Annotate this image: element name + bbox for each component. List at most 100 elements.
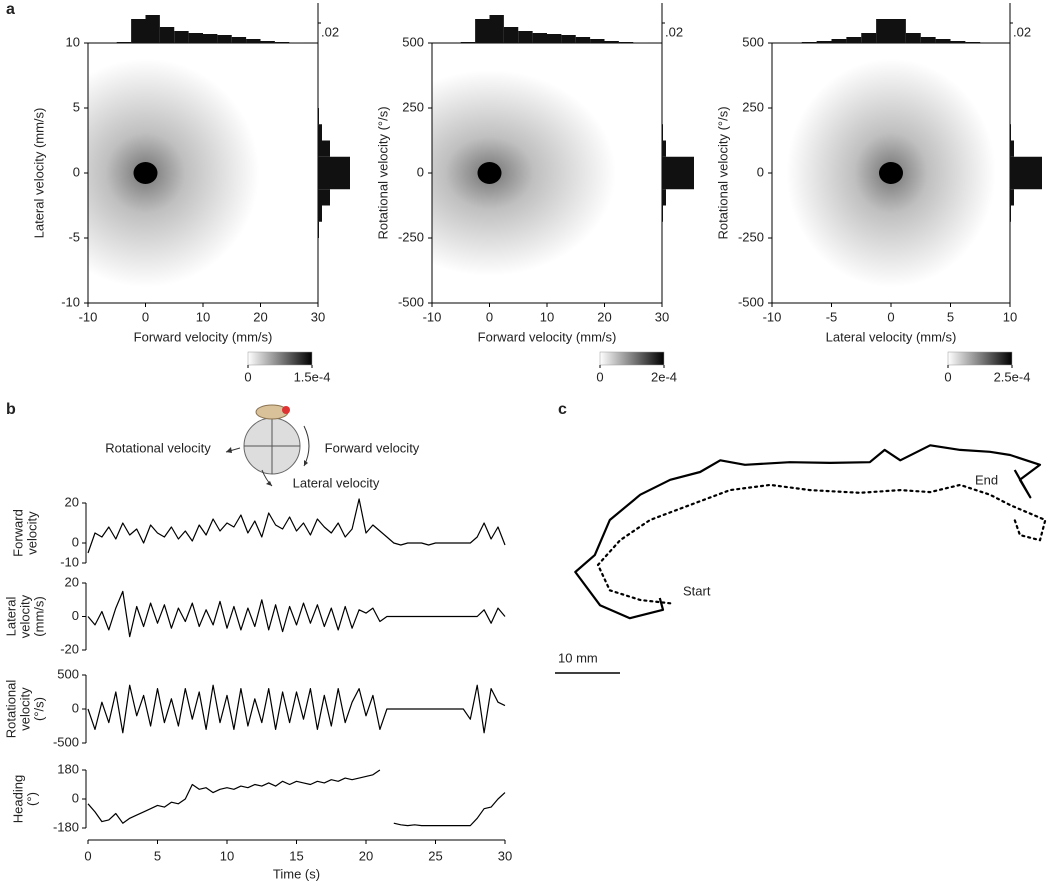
y-tick-label: 0 <box>417 164 424 179</box>
marginal-bar <box>318 221 319 238</box>
marginal-bar <box>217 35 232 43</box>
marginal-bar <box>116 42 132 43</box>
marginal-bar <box>1010 156 1042 173</box>
x-tick-label: -5 <box>826 309 838 324</box>
x-tick-label: 10 <box>540 309 554 324</box>
colorbar-tick-label: 0 <box>596 369 603 384</box>
panel-label: b <box>6 401 16 418</box>
marginal-bar <box>318 173 350 190</box>
series-line <box>87 498 506 554</box>
marginal-bar <box>905 33 921 43</box>
y-tick-label: -5 <box>68 229 80 244</box>
y-axis-label: velocity <box>24 511 39 555</box>
marginal-bar <box>318 108 319 125</box>
x-tick-label: 0 <box>84 848 91 863</box>
y-tick-label: 0 <box>72 700 79 715</box>
x-tick-label: -10 <box>423 309 442 324</box>
hist-scale-label: .02 <box>665 24 683 39</box>
marginal-bar <box>604 41 619 43</box>
x-tick-label: 0 <box>486 309 493 324</box>
annotation: Start <box>683 583 711 598</box>
marginal-bar <box>131 19 146 43</box>
x-tick-label: 15 <box>289 848 303 863</box>
colorbar <box>247 351 313 366</box>
marginal-bar <box>662 124 663 141</box>
marginal-bar <box>318 189 330 206</box>
y-tick-label: 0 <box>757 164 764 179</box>
marginal-bar <box>203 34 218 43</box>
y-tick-label: 0 <box>73 164 80 179</box>
y-tick-label: -10 <box>60 554 79 569</box>
x-tick-label: -10 <box>79 309 98 324</box>
y-tick-label: 0 <box>72 608 79 623</box>
y-tick-label: -180 <box>53 819 79 834</box>
schematic-label: Rotational velocity <box>105 440 211 455</box>
marginal-bar <box>590 39 605 43</box>
y-tick-label: -20 <box>60 641 79 656</box>
colorbar-tick-label: 0 <box>244 369 251 384</box>
marginal-bar <box>145 15 160 43</box>
y-tick-label: -500 <box>398 294 424 309</box>
y-tick-label: 500 <box>402 34 424 49</box>
marginal-bar <box>1010 124 1011 141</box>
x-tick-label: 30 <box>498 848 512 863</box>
schematic-label: Forward velocity <box>325 440 420 455</box>
marginal-bar <box>188 33 203 43</box>
marginal-bar <box>891 19 906 43</box>
series-line <box>87 769 506 827</box>
marginal-bar <box>561 35 576 43</box>
y-tick-label: -250 <box>398 229 424 244</box>
marginal-bar <box>174 31 189 43</box>
density-halo <box>88 58 260 288</box>
y-tick-label: 20 <box>65 494 79 509</box>
panel-label: c <box>558 401 567 418</box>
marginal-bar <box>231 37 247 43</box>
marginal-bar <box>318 156 350 173</box>
colorbar <box>947 351 1013 366</box>
colorbar-tick-label: 0 <box>944 369 951 384</box>
marginal-bar <box>547 34 562 43</box>
y-tick-label: 250 <box>742 99 764 114</box>
series-line <box>87 684 506 734</box>
y-axis-label: Rotational velocity (°/s) <box>715 106 730 239</box>
marginal-bar <box>618 42 634 43</box>
marginal-bar <box>861 33 877 43</box>
marginal-bar <box>935 39 951 43</box>
colorbar <box>599 351 665 366</box>
x-tick-label: 30 <box>655 309 669 324</box>
x-tick-label: 20 <box>359 848 373 863</box>
y-tick-label: 500 <box>57 666 79 681</box>
y-axis-label: Rotational velocity (°/s) <box>375 106 390 239</box>
marginal-bar <box>274 42 290 43</box>
density-core <box>133 162 158 184</box>
marginal-bar <box>816 41 832 43</box>
marginal-bar <box>475 19 490 43</box>
marginal-bar <box>876 19 891 43</box>
y-tick-label: -10 <box>61 294 80 309</box>
y-axis-label: Heading <box>10 775 25 823</box>
x-tick-label: 0 <box>142 309 149 324</box>
y-tick-label: 180 <box>57 761 79 776</box>
marginal-bar <box>489 15 504 43</box>
panel-label: a <box>6 1 15 18</box>
marginal-bar <box>965 42 981 43</box>
y-axis-label: Lateral velocity (mm/s) <box>31 108 46 239</box>
marginal-bar <box>460 42 476 43</box>
x-axis-label: Time (s) <box>273 866 320 881</box>
marginal-bar <box>831 39 847 43</box>
marginal-bar <box>246 39 261 43</box>
marginal-bar <box>950 41 966 43</box>
annotation: End <box>975 472 998 487</box>
scale-bar-label: 10 mm <box>558 650 598 665</box>
density-halo <box>432 70 616 276</box>
density-core <box>879 162 903 184</box>
marginal-bar <box>1010 205 1011 222</box>
density <box>432 70 616 276</box>
trajectory-dotted <box>596 483 1047 605</box>
marginal-bar <box>662 173 694 190</box>
x-tick-label: -10 <box>763 309 782 324</box>
y-tick-label: -500 <box>53 734 79 749</box>
x-tick-label: 10 <box>196 309 210 324</box>
x-axis-label: Lateral velocity (mm/s) <box>826 329 957 344</box>
